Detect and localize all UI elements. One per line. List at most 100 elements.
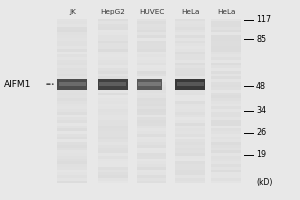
Bar xyxy=(176,95,205,98)
Bar xyxy=(98,79,127,90)
Bar xyxy=(176,172,205,175)
Bar xyxy=(98,68,127,71)
Bar xyxy=(211,19,241,183)
Bar xyxy=(136,123,166,126)
Bar xyxy=(136,128,166,131)
Bar xyxy=(57,46,87,49)
Bar xyxy=(176,101,205,104)
Bar xyxy=(176,117,205,120)
Bar xyxy=(98,145,127,148)
Bar xyxy=(98,126,127,128)
Bar xyxy=(136,153,166,156)
Bar xyxy=(211,60,241,63)
Bar xyxy=(211,159,241,161)
Bar xyxy=(57,167,87,170)
Bar xyxy=(98,74,127,76)
Bar xyxy=(57,68,87,71)
Bar xyxy=(57,145,87,148)
Bar xyxy=(211,43,241,46)
Bar xyxy=(136,131,166,134)
Bar xyxy=(176,41,205,43)
Bar xyxy=(57,153,87,156)
Bar xyxy=(211,95,241,98)
Bar xyxy=(176,93,205,95)
Bar xyxy=(136,79,166,82)
Bar xyxy=(98,117,127,120)
Bar xyxy=(98,90,127,93)
Bar xyxy=(57,38,87,41)
Bar xyxy=(136,126,166,128)
Bar xyxy=(57,90,87,93)
Bar xyxy=(136,139,166,142)
Bar xyxy=(57,106,87,109)
Bar xyxy=(176,181,205,183)
Bar xyxy=(211,41,241,43)
Bar xyxy=(57,134,87,137)
Bar xyxy=(98,41,127,43)
Bar xyxy=(211,68,241,71)
Bar xyxy=(211,74,241,76)
Bar xyxy=(176,90,205,93)
Bar xyxy=(211,175,241,178)
Bar xyxy=(57,71,87,74)
Text: HeLa: HeLa xyxy=(181,9,200,15)
Bar xyxy=(136,148,166,150)
Bar xyxy=(211,150,241,153)
Bar xyxy=(176,142,205,145)
Bar xyxy=(57,175,87,178)
Bar xyxy=(57,74,87,76)
Bar xyxy=(57,19,87,183)
Bar xyxy=(98,112,127,115)
Bar xyxy=(57,95,87,98)
Bar xyxy=(211,134,241,137)
Bar xyxy=(98,19,127,183)
Bar xyxy=(211,106,241,109)
Bar xyxy=(176,43,205,46)
Bar xyxy=(136,112,166,115)
Bar xyxy=(211,82,241,85)
Bar xyxy=(211,52,241,54)
Text: 19: 19 xyxy=(256,150,266,159)
Bar xyxy=(98,49,127,52)
Bar xyxy=(57,104,87,106)
Bar xyxy=(176,161,205,164)
Bar xyxy=(136,30,166,32)
Bar xyxy=(176,65,205,68)
Bar xyxy=(136,57,166,60)
Bar xyxy=(211,156,241,159)
Bar xyxy=(176,74,205,76)
Bar xyxy=(211,115,241,117)
Bar xyxy=(176,134,205,137)
Bar xyxy=(57,137,87,139)
Bar xyxy=(57,54,87,57)
Bar xyxy=(136,90,166,93)
Bar xyxy=(176,109,205,112)
Text: 34: 34 xyxy=(256,106,266,115)
Bar xyxy=(211,109,241,112)
Text: 117: 117 xyxy=(256,15,271,24)
Bar xyxy=(57,24,87,27)
Text: HepG2: HepG2 xyxy=(100,9,125,15)
Bar xyxy=(57,52,87,54)
Bar xyxy=(136,178,166,181)
Bar xyxy=(176,57,205,60)
Bar xyxy=(136,79,162,90)
Bar xyxy=(57,123,87,126)
Bar xyxy=(57,170,87,172)
Bar xyxy=(136,21,166,24)
Bar xyxy=(136,87,166,90)
Bar xyxy=(98,153,127,156)
Bar xyxy=(211,172,241,175)
Bar xyxy=(136,76,166,79)
Bar xyxy=(98,142,127,145)
Bar xyxy=(136,46,166,49)
Bar xyxy=(211,32,241,35)
Bar xyxy=(98,98,127,101)
Bar xyxy=(176,98,205,101)
Bar xyxy=(176,21,205,24)
Bar xyxy=(211,49,241,52)
Bar xyxy=(211,38,241,41)
Bar xyxy=(136,104,166,106)
Bar xyxy=(176,27,205,30)
Bar xyxy=(57,117,87,120)
